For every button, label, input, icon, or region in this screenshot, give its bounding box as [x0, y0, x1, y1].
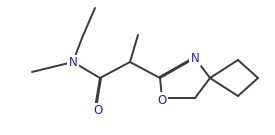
Text: O: O [94, 104, 103, 117]
Text: O: O [157, 94, 167, 107]
Text: N: N [191, 51, 199, 65]
Text: N: N [69, 57, 77, 70]
